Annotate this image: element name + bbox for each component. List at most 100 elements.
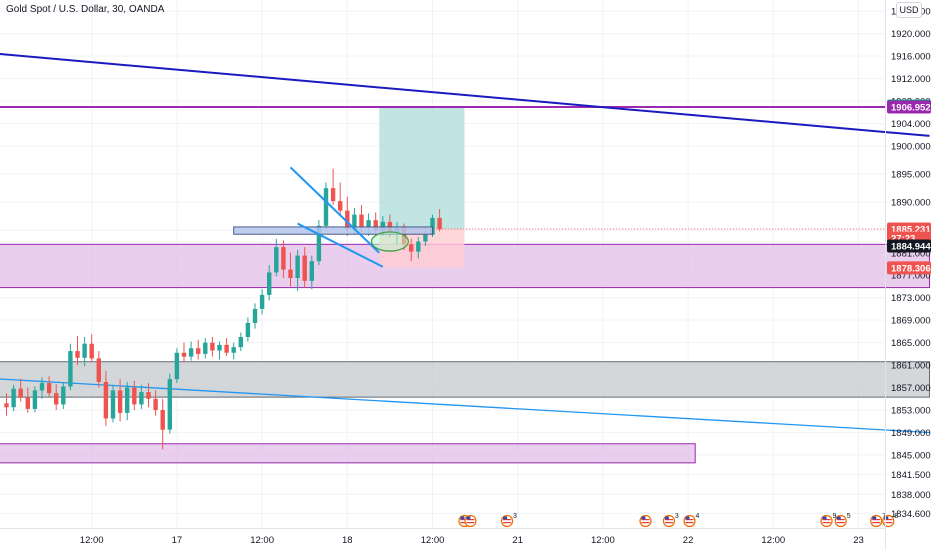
candle-body bbox=[75, 351, 80, 358]
candle-body bbox=[373, 220, 378, 231]
event-count: 9 bbox=[833, 513, 837, 520]
candle-body bbox=[281, 247, 286, 270]
price-tags: 1907.0991906.9521885.23127:231884.944187… bbox=[887, 99, 931, 275]
price-tick-label: 1861.000 bbox=[891, 361, 931, 372]
candle-body bbox=[110, 390, 116, 419]
candle-body bbox=[267, 272, 272, 295]
candle-body bbox=[238, 337, 243, 348]
flag-canton bbox=[872, 516, 877, 520]
price-tag bbox=[887, 261, 931, 275]
price-tick-label: 1895.000 bbox=[891, 170, 931, 181]
price-tick-label: 1853.000 bbox=[891, 406, 931, 417]
flag-stripe bbox=[664, 522, 673, 524]
flag-stripe bbox=[872, 522, 881, 524]
price-tick-label: 1869.000 bbox=[891, 316, 931, 327]
candle-body bbox=[82, 343, 87, 358]
time-tick-label: 17 bbox=[172, 535, 183, 546]
flag-stripe bbox=[685, 519, 694, 521]
candle-body bbox=[423, 234, 428, 242]
flag-canton bbox=[641, 516, 646, 520]
flag-stripe bbox=[503, 522, 512, 524]
candle-body bbox=[352, 214, 357, 230]
price-tick-label: 1904.000 bbox=[891, 119, 931, 130]
flag-stripe bbox=[822, 519, 831, 521]
candles bbox=[4, 168, 442, 450]
price-tick-label: 1877.000 bbox=[891, 271, 931, 282]
flag-canton bbox=[685, 516, 690, 520]
candle-body bbox=[132, 387, 137, 405]
time-tick-label: 18 bbox=[342, 535, 353, 546]
price-tick-label: 1890.000 bbox=[891, 198, 931, 209]
candle-body bbox=[231, 347, 236, 353]
price-tick-label: 1841.500 bbox=[891, 470, 931, 481]
candle-body bbox=[252, 308, 258, 323]
candle-body bbox=[103, 381, 109, 419]
candle-body bbox=[4, 403, 9, 408]
price-tag-label: 1878.306 bbox=[891, 263, 931, 274]
flag-stripe bbox=[503, 519, 512, 521]
pattern-overlay[interactable] bbox=[233, 166, 433, 268]
candle-body bbox=[437, 217, 442, 230]
candle-body bbox=[181, 352, 187, 357]
flag-stripe bbox=[641, 519, 650, 521]
candle-body bbox=[210, 342, 215, 351]
candle-body bbox=[409, 244, 414, 252]
candle-body bbox=[380, 221, 385, 231]
price-tick-label: 1920.000 bbox=[891, 29, 931, 40]
time-axis[interactable]: 12:00 17 12:00 18 12:00 21 12:00 22 12:00 23 bbox=[80, 535, 864, 546]
time-tick-label: 12:00 bbox=[250, 535, 274, 546]
flag-stripe bbox=[884, 519, 893, 521]
price-tick-label: 1912.000 bbox=[891, 74, 931, 85]
candle-body bbox=[153, 398, 158, 411]
candle-body bbox=[146, 392, 151, 399]
price-tick-label: 1900.000 bbox=[891, 142, 931, 153]
consolidation-box bbox=[233, 226, 433, 235]
price-tag-label: 1906.952 bbox=[891, 102, 931, 113]
price-tick-label: 1834.600 bbox=[891, 509, 931, 520]
flag-stripe bbox=[836, 522, 845, 524]
time-tick-label: 21 bbox=[512, 535, 523, 546]
flag-stripe bbox=[641, 522, 650, 524]
candle-body bbox=[359, 214, 364, 228]
candle-body bbox=[430, 217, 435, 235]
candle-body bbox=[25, 397, 30, 409]
price-tag-label: 27:23 bbox=[891, 234, 915, 245]
breakout-highlight-ellipse bbox=[370, 231, 410, 252]
time-tick-label: 22 bbox=[683, 535, 694, 546]
flag-lower-line bbox=[297, 222, 384, 268]
candle-body bbox=[316, 225, 322, 262]
flag-canton bbox=[466, 516, 471, 520]
event-count: 5 bbox=[847, 513, 851, 520]
currency-button[interactable]: USD bbox=[896, 2, 922, 18]
price-tick-label: 1849.000 bbox=[891, 428, 931, 439]
candle-body bbox=[330, 188, 336, 202]
flag-canton bbox=[460, 516, 465, 520]
flag-stripe bbox=[460, 519, 469, 521]
event-count: 8 bbox=[894, 513, 898, 520]
candle-body bbox=[125, 387, 130, 413]
candle-body bbox=[68, 351, 73, 387]
candle-body bbox=[11, 388, 16, 408]
flag-stripe bbox=[466, 519, 475, 521]
flag-canton bbox=[884, 516, 889, 520]
price-tag bbox=[887, 100, 931, 114]
price-tag-label: 1885.231 bbox=[891, 225, 931, 236]
chart-title: Gold Spot / U.S. Dollar, 30, OANDA bbox=[6, 4, 165, 15]
candle-body bbox=[46, 383, 52, 394]
zones bbox=[0, 243, 931, 464]
flag-stripe bbox=[836, 519, 845, 521]
flag-stripe bbox=[460, 522, 469, 524]
candle-body bbox=[288, 269, 293, 279]
flag-stripe bbox=[466, 522, 475, 524]
candle-body bbox=[323, 188, 329, 226]
economic-events[interactable]: 3349578 bbox=[458, 513, 898, 528]
trend-line-dark-blue bbox=[0, 53, 930, 137]
price-tick-label: 1865.000 bbox=[891, 338, 931, 349]
flag-canton bbox=[503, 516, 508, 520]
profit-target-zone bbox=[379, 106, 465, 230]
time-tick-label: 12:00 bbox=[591, 535, 615, 546]
candle-body bbox=[188, 348, 194, 357]
flag-canton bbox=[664, 516, 669, 520]
risk-reward-tool[interactable] bbox=[379, 106, 465, 268]
